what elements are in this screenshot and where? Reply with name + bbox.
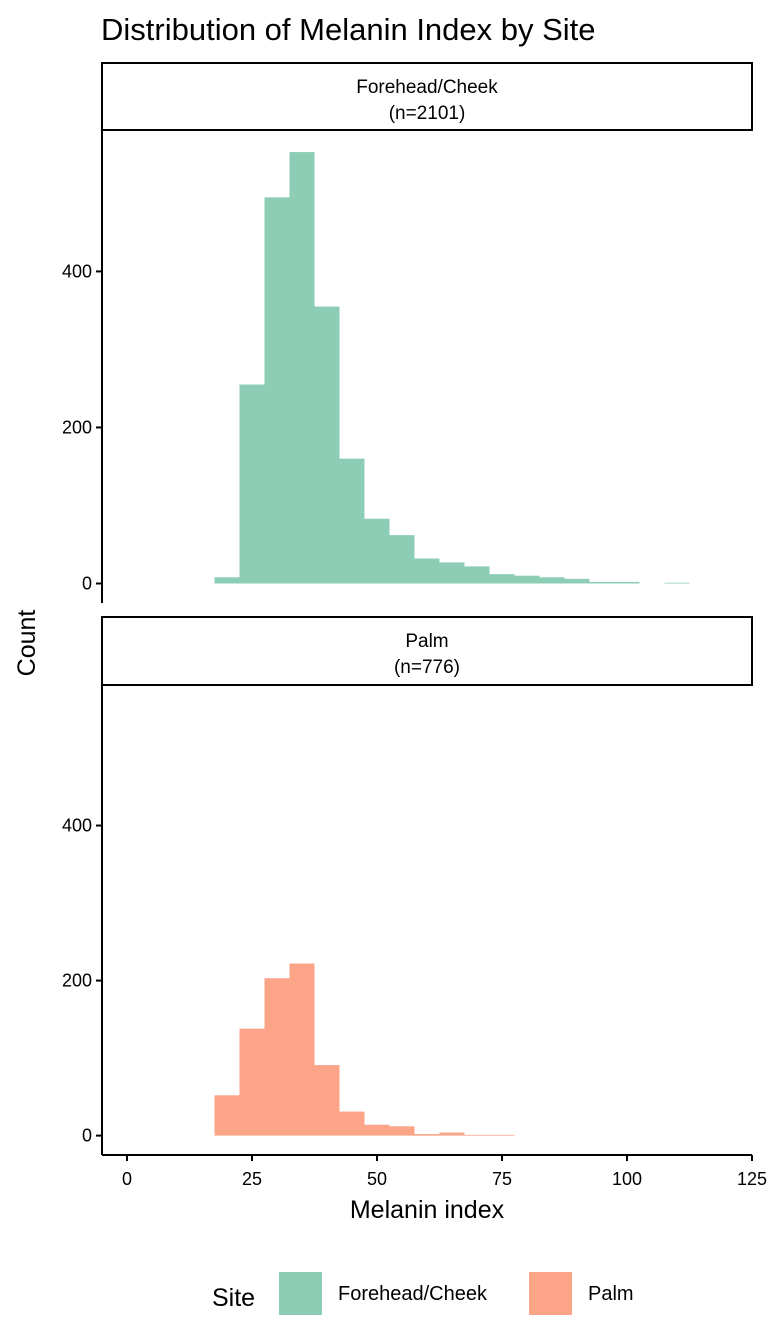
histogram-bar <box>514 575 540 584</box>
histogram-bar <box>339 458 365 584</box>
histogram-bar <box>489 574 515 584</box>
y-tick-label: 0 <box>82 573 92 593</box>
x-axis-title: Melanin index <box>350 1196 505 1224</box>
histogram-bar <box>264 978 290 1136</box>
histogram-bar <box>289 152 315 584</box>
facet-strip-count: (n=776) <box>394 657 460 678</box>
facet-panel: Forehead/Cheek (n=2101) 0 200 400 <box>62 62 753 603</box>
histogram-bar <box>564 578 590 584</box>
histogram-bar <box>464 1134 490 1136</box>
y-tick-label: 200 <box>62 417 92 437</box>
facet-strip-count: (n=2101) <box>389 103 466 124</box>
histogram-bar <box>289 963 315 1136</box>
facet-strip-label: Palm <box>405 631 448 652</box>
chart-title: Distribution of Melanin Index by Site <box>101 12 596 47</box>
y-tick-label: 400 <box>62 261 92 281</box>
histogram-bar <box>414 558 440 584</box>
histogram-bar <box>239 1028 265 1136</box>
x-tick-label: 125 <box>737 1169 767 1189</box>
x-tick-label: 75 <box>492 1169 512 1189</box>
legend-label-palm: Palm <box>588 1283 634 1305</box>
legend-label-forehead-cheek: Forehead/Cheek <box>338 1283 488 1305</box>
histogram-bar <box>339 1111 365 1136</box>
facet-panel: Palm (n=776) 0 200 400 0 25 50 75 100 125 <box>62 616 767 1189</box>
y-axis-title: Count <box>13 610 41 677</box>
y-tick-label: 0 <box>82 1126 92 1146</box>
histogram-bar <box>539 577 565 584</box>
x-tick-label: 0 <box>122 1169 132 1189</box>
histogram-bar <box>414 1134 440 1136</box>
y-tick-label: 200 <box>62 971 92 991</box>
legend-title: Site <box>212 1284 255 1312</box>
histogram-bar <box>614 581 640 584</box>
histogram-bar <box>314 1065 340 1136</box>
histogram-bar <box>364 518 390 584</box>
histogram-bar <box>389 535 415 584</box>
histogram-bar <box>364 1124 390 1136</box>
histogram-bar <box>239 384 265 584</box>
histogram-bar <box>464 566 490 584</box>
legend-key-palm <box>529 1272 572 1315</box>
histogram-bar <box>314 306 340 584</box>
histogram-bar <box>489 1134 515 1136</box>
legend: Site Forehead/Cheek Palm <box>212 1272 634 1315</box>
y-tick-label: 400 <box>62 816 92 836</box>
facet-panels: Forehead/Cheek (n=2101) 0 200 400 Palm (n=776)… <box>62 62 767 1189</box>
histogram-bar <box>214 1095 240 1136</box>
histogram-bar <box>389 1126 415 1136</box>
histogram-bar <box>214 577 240 584</box>
facet-strip <box>101 62 753 131</box>
legend-key-forehead-cheek <box>279 1272 322 1315</box>
histogram-bar <box>439 562 465 584</box>
histogram-bar <box>439 1132 465 1136</box>
facet-strip-label: Forehead/Cheek <box>356 77 498 98</box>
histogram-bar <box>589 581 615 584</box>
histogram-bar <box>264 197 290 584</box>
histogram-bar <box>664 582 690 584</box>
facet-strip <box>101 616 753 686</box>
x-tick-label: 100 <box>612 1169 642 1189</box>
x-tick-label: 25 <box>242 1169 262 1189</box>
x-tick-label: 50 <box>367 1169 387 1189</box>
